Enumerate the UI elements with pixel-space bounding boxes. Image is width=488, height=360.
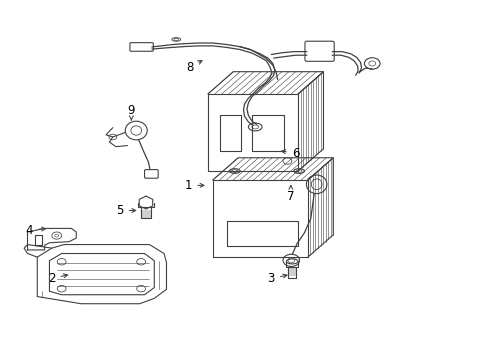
Text: 1: 1 xyxy=(184,179,203,192)
Text: 5: 5 xyxy=(116,204,136,217)
Text: 2: 2 xyxy=(48,272,67,285)
Text: 6: 6 xyxy=(281,147,299,159)
Text: 4: 4 xyxy=(25,224,45,237)
Text: 9: 9 xyxy=(127,104,135,120)
Text: 8: 8 xyxy=(186,60,202,73)
Text: 3: 3 xyxy=(267,272,286,285)
Text: 7: 7 xyxy=(286,185,294,203)
